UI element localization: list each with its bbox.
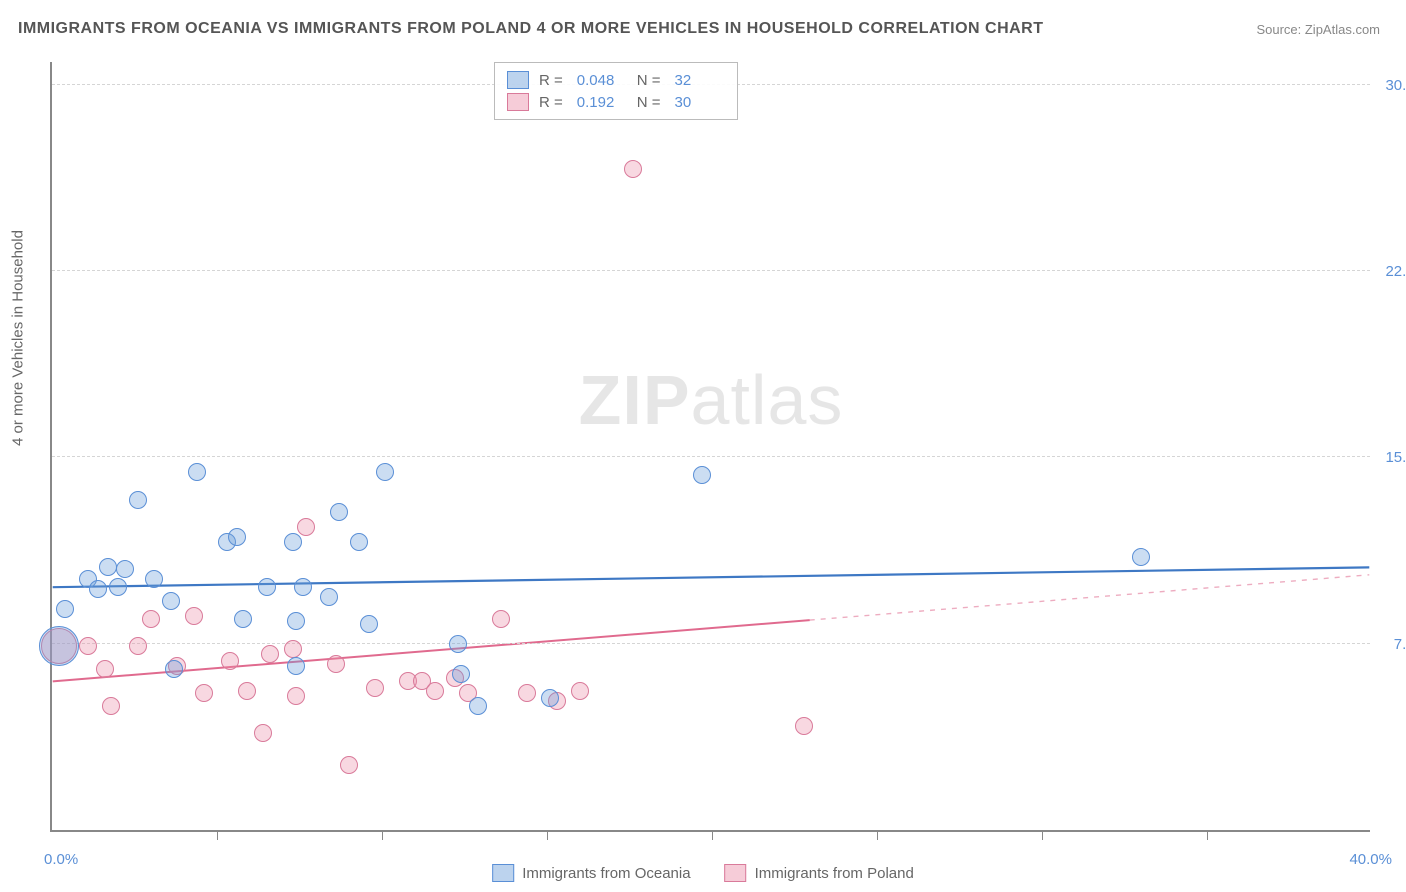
scatter-point bbox=[79, 637, 97, 655]
scatter-point bbox=[297, 518, 315, 536]
scatter-point bbox=[96, 660, 114, 678]
legend-label: Immigrants from Poland bbox=[755, 865, 914, 882]
stats-legend: R = 0.048 N = 32 R = 0.192 N = 30 bbox=[494, 62, 738, 120]
legend-item-poland: Immigrants from Poland bbox=[725, 864, 914, 882]
plot-area: ZIPatlas 7.5%15.0%22.5%30.0%0.0%40.0% bbox=[50, 62, 1370, 832]
legend-item-oceania: Immigrants from Oceania bbox=[492, 864, 690, 882]
scatter-point bbox=[39, 626, 79, 666]
y-tick-label: 15.0% bbox=[1385, 449, 1406, 466]
gridline bbox=[52, 270, 1370, 271]
scatter-point bbox=[469, 697, 487, 715]
watermark-logo: ZIPatlas bbox=[579, 360, 844, 440]
legend-label: Immigrants from Oceania bbox=[522, 865, 690, 882]
scatter-point bbox=[261, 645, 279, 663]
r-label: R = bbox=[539, 94, 563, 111]
scatter-point bbox=[449, 635, 467, 653]
scatter-point bbox=[129, 491, 147, 509]
scatter-point bbox=[99, 558, 117, 576]
stats-legend-row-oceania: R = 0.048 N = 32 bbox=[507, 69, 725, 91]
scatter-point bbox=[185, 607, 203, 625]
scatter-point bbox=[142, 610, 160, 628]
r-value: 0.192 bbox=[577, 94, 627, 111]
watermark-light: atlas bbox=[691, 361, 844, 439]
scatter-point bbox=[624, 160, 642, 178]
scatter-point bbox=[366, 679, 384, 697]
chart-title: IMMIGRANTS FROM OCEANIA VS IMMIGRANTS FR… bbox=[18, 20, 1044, 38]
swatch-icon bbox=[507, 71, 529, 89]
scatter-point bbox=[320, 588, 338, 606]
watermark-bold: ZIP bbox=[579, 361, 691, 439]
scatter-point bbox=[102, 697, 120, 715]
scatter-point bbox=[221, 652, 239, 670]
scatter-point bbox=[188, 463, 206, 481]
scatter-point bbox=[287, 657, 305, 675]
swatch-icon bbox=[492, 864, 514, 882]
scatter-point bbox=[162, 592, 180, 610]
scatter-point bbox=[330, 503, 348, 521]
scatter-point bbox=[89, 580, 107, 598]
x-tick bbox=[382, 830, 383, 840]
scatter-point bbox=[287, 687, 305, 705]
scatter-point bbox=[284, 533, 302, 551]
scatter-point bbox=[56, 600, 74, 618]
x-tick bbox=[217, 830, 218, 840]
scatter-point bbox=[294, 578, 312, 596]
scatter-point bbox=[109, 578, 127, 596]
r-label: R = bbox=[539, 72, 563, 89]
x-tick bbox=[877, 830, 878, 840]
scatter-point bbox=[116, 560, 134, 578]
scatter-point bbox=[426, 682, 444, 700]
source-attribution: Source: ZipAtlas.com bbox=[1256, 22, 1380, 37]
scatter-point bbox=[1132, 548, 1150, 566]
stats-legend-row-poland: R = 0.192 N = 30 bbox=[507, 91, 725, 113]
r-value: 0.048 bbox=[577, 72, 627, 89]
scatter-point bbox=[340, 756, 358, 774]
scatter-point bbox=[284, 640, 302, 658]
y-tick-label: 30.0% bbox=[1385, 77, 1406, 94]
scatter-point bbox=[350, 533, 368, 551]
swatch-icon bbox=[507, 93, 529, 111]
x-tick bbox=[712, 830, 713, 840]
scatter-point bbox=[287, 612, 305, 630]
x-tick bbox=[547, 830, 548, 840]
scatter-point bbox=[571, 682, 589, 700]
scatter-point bbox=[360, 615, 378, 633]
series-legend: Immigrants from Oceania Immigrants from … bbox=[492, 864, 914, 882]
y-axis-title: 4 or more Vehicles in Household bbox=[10, 230, 27, 446]
scatter-point bbox=[541, 689, 559, 707]
scatter-point bbox=[238, 682, 256, 700]
n-label: N = bbox=[637, 72, 661, 89]
gridline bbox=[52, 643, 1370, 644]
correlation-chart: IMMIGRANTS FROM OCEANIA VS IMMIGRANTS FR… bbox=[0, 0, 1406, 892]
scatter-point bbox=[254, 724, 272, 742]
n-value: 32 bbox=[675, 72, 725, 89]
scatter-point bbox=[376, 463, 394, 481]
trendline-solid bbox=[53, 567, 1370, 587]
y-tick-label: 7.5% bbox=[1394, 636, 1406, 653]
swatch-icon bbox=[725, 864, 747, 882]
x-tick-label: 40.0% bbox=[1349, 851, 1392, 868]
scatter-point bbox=[518, 684, 536, 702]
gridline bbox=[52, 456, 1370, 457]
scatter-point bbox=[258, 578, 276, 596]
scatter-point bbox=[693, 466, 711, 484]
scatter-point bbox=[129, 637, 147, 655]
scatter-point bbox=[795, 717, 813, 735]
n-value: 30 bbox=[675, 94, 725, 111]
trend-lines-layer bbox=[52, 62, 1370, 830]
scatter-point bbox=[327, 655, 345, 673]
scatter-point bbox=[145, 570, 163, 588]
scatter-point bbox=[228, 528, 246, 546]
x-tick bbox=[1042, 830, 1043, 840]
trendline-dashed bbox=[810, 575, 1370, 620]
y-tick-label: 22.5% bbox=[1385, 263, 1406, 280]
n-label: N = bbox=[637, 94, 661, 111]
scatter-point bbox=[165, 660, 183, 678]
x-tick bbox=[1207, 830, 1208, 840]
scatter-point bbox=[234, 610, 252, 628]
scatter-point bbox=[452, 665, 470, 683]
x-tick-label: 0.0% bbox=[44, 851, 78, 868]
scatter-point bbox=[195, 684, 213, 702]
scatter-point bbox=[492, 610, 510, 628]
